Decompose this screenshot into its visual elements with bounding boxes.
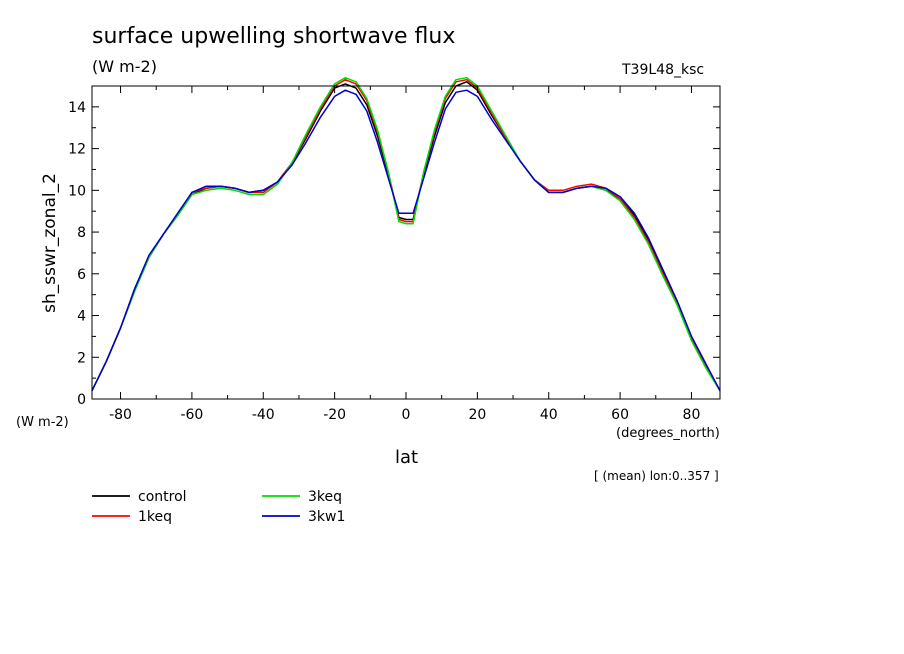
mean-note: [ (mean) lon:0..357 ] xyxy=(594,469,719,483)
legend-label-1keq: 1keq xyxy=(138,509,172,525)
y-tick-label: 0 xyxy=(77,392,86,408)
x-tick-label: -40 xyxy=(252,407,275,423)
x-tick-label: -60 xyxy=(180,407,203,423)
tick-layer: -80 -60 -40 -20 0 20 40 60 80 0 2 4 6 8 10 12 14 xyxy=(68,86,720,423)
y-tick-label: 4 xyxy=(77,309,86,325)
legend-label-control: control xyxy=(138,489,187,505)
x-units-label: (degrees_north) xyxy=(616,426,720,441)
plot-frame xyxy=(91,85,721,400)
y-tick-label: 14 xyxy=(68,100,86,116)
x-tick-label: 80 xyxy=(683,407,701,423)
legend-label-3kw1: 3kw1 xyxy=(308,509,345,525)
x-tick-label: 40 xyxy=(540,407,558,423)
chart-subtitle: (W m-2) xyxy=(92,57,157,76)
series-line-1keq xyxy=(91,78,721,392)
y-tick-label: 12 xyxy=(68,142,86,158)
x-tick-label: -20 xyxy=(323,407,346,423)
series-line-control xyxy=(91,81,721,392)
series-line-3keq xyxy=(91,76,721,392)
series-line-3kw1 xyxy=(91,89,721,392)
x-tick-label: 60 xyxy=(611,407,629,423)
series-layer xyxy=(91,76,721,392)
y-tick-label: 10 xyxy=(68,183,86,199)
y-units-label: (W m-2) xyxy=(16,415,69,430)
chart-title: surface upwelling shortwave flux xyxy=(92,24,456,49)
legend-label-3keq: 3keq xyxy=(308,489,342,505)
x-tick-label: 20 xyxy=(468,407,486,423)
y-tick-label: 8 xyxy=(77,225,86,241)
x-axis-label: lat xyxy=(395,447,419,468)
x-tick-label: -80 xyxy=(109,407,132,423)
y-tick-label: 6 xyxy=(77,267,86,283)
legend: control 1keq 3keq 3kw1 xyxy=(92,489,345,525)
run-label: T39L48_ksc xyxy=(622,62,705,78)
y-tick-label: 2 xyxy=(77,350,86,366)
x-tick-label: 0 xyxy=(402,407,411,423)
